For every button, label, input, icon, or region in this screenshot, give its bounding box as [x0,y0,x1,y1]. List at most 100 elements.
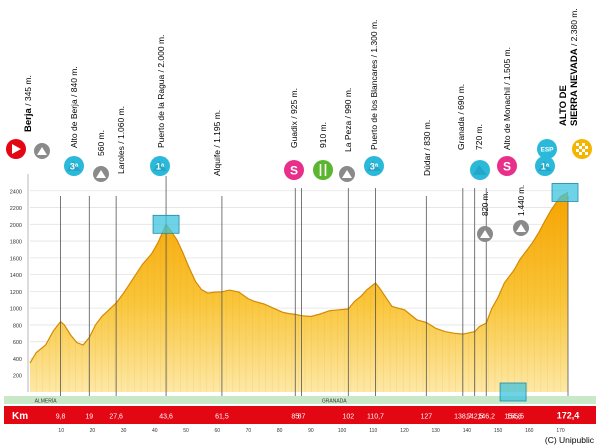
y-tick-label: 200 [13,374,22,380]
climb-icon-label: 3ª [370,162,379,172]
km-label: 85 [291,414,299,421]
sprint-icon-circle [284,160,304,180]
climb-icon-label: 1ª [541,162,550,172]
x-tick-label: 110 [369,428,377,434]
climb-icon-mountain [538,161,552,171]
climb-icon-circle [535,156,555,176]
descent-icon [477,226,493,242]
summit-box [499,382,527,402]
elevation-area [29,191,569,392]
sprint-icon: S [284,160,304,180]
label-berja: Berja / 345 m. [23,75,34,132]
summit-box [152,214,180,234]
km-label: 110,7 [367,414,384,421]
region-label: GRANADA [322,399,347,405]
label-1440: 1.440 m. [517,185,526,216]
climb-icon-label: 3ª [70,162,79,172]
x-tick-label: 150 [494,428,503,434]
region-band-background [4,396,596,404]
climb-icon-circle [470,160,490,180]
x-tick-label: 40 [152,428,158,434]
climb-icon-mountain [473,165,487,175]
km-label: 43,6 [159,414,173,421]
start-icon [6,139,50,159]
y-tick-label: 1000 [10,307,22,313]
descent-icon [93,166,109,182]
km-label: 87 [298,414,306,421]
y-tick-label: 1200 [10,290,22,296]
feed-zone-icon [313,160,333,180]
finish-flag-square [579,152,582,155]
climb-icon-circle [364,156,384,176]
descent-icon-mark [480,230,490,238]
summit-box [551,183,579,202]
elevation-line [29,191,569,364]
label-alquife: Alquife / 1.195 m. [212,110,222,176]
descent-icon-mark [37,147,47,155]
start-icon-arrow [12,144,21,154]
y-tick-label: 1800 [10,240,22,246]
km-band-background [4,406,596,424]
y-tick-label: 1400 [10,273,22,279]
climb-1-icon: 1ª [535,156,555,176]
climb-icon-mountain [367,161,381,171]
x-tick-label: 60 [214,428,220,434]
finish-flag-square [576,149,579,152]
label-910: 910 m. [318,122,328,148]
descent-icon-mark [96,170,106,178]
y-tick-label: 2000 [10,223,22,229]
label-alto-de-berja: Alto de Berja / 840 m. [69,66,79,148]
climb-3-icon: 3ª [364,156,384,176]
km-label: 172,4 [557,411,580,421]
sprint-icon-label: S [290,164,298,178]
label-puerto-de-la-ragua: Puerto de la Ragua / 2.000 m. [156,35,166,148]
y-tick-label: 2200 [10,206,22,212]
waypoint-lines [60,176,569,400]
x-tick-label: 120 [400,428,409,434]
x-tick-label: 80 [277,428,283,434]
km-label: 142,5 [466,414,484,421]
label-dudar: Dúdar / 830 m. [422,120,432,176]
x-tick-label: 90 [308,428,314,434]
y-axis: 200 400 600 800 1000 1200 1400 1600 1800 2000 2200… [10,174,29,392]
descent-icon-mark [516,224,526,232]
label-alto-de-monachil: Alto de Monachil / 1.505 m. [502,47,512,150]
km-label: 9,8 [56,414,66,421]
region-band: ALMERÍA GRANADA [4,396,596,405]
climb-icon-label: 1ª [156,162,165,172]
y-tick-label: 2400 [10,189,22,195]
km-axis-label: Km [12,411,28,422]
y-tick-label: 600 [13,340,22,346]
x-tick-label: 10 [58,428,64,434]
x-tick-label: 100 [338,428,347,434]
x-axis: 10 20 30 40 50 60 70 80 90 100 110 120 130 140 150 160 1… [58,428,564,434]
feed-zone-circle [313,160,333,180]
none [470,160,490,180]
km-label: 127 [420,414,432,421]
x-tick-label: 170 [556,428,565,434]
km-label: 61,5 [215,414,229,421]
summit-markers [152,183,579,402]
climb-1-icon: 1ª [150,156,170,176]
finish-flag-square [579,146,582,149]
elevation-fill [30,192,568,392]
finish-flag-square [585,152,588,155]
finish-flag-square [582,143,585,146]
km-label: 102 [342,414,354,421]
finish-icon: ESP [537,139,592,159]
label-560: 560 m. [96,130,106,156]
km-label: 19 [85,414,93,421]
label-720: 720 m. [474,124,484,150]
label-guadix: Guadix / 925 m. [289,88,299,148]
y-tick-label: 1600 [10,256,22,262]
finish-flag-square [576,143,579,146]
label-puerto-de-los-blancares: Puerto de los Blancares / 1.300 m. [369,20,379,150]
finish-flag-square [582,149,585,152]
label-alto-de-sierra-nevada-2: SIERRA NEVADA / 2.380 m. [569,8,580,126]
esp-badge-label: ESP [540,147,554,154]
x-tick-label: 130 [432,428,441,434]
km-label: 138,7 [454,414,472,421]
km-band: Km [4,406,596,424]
